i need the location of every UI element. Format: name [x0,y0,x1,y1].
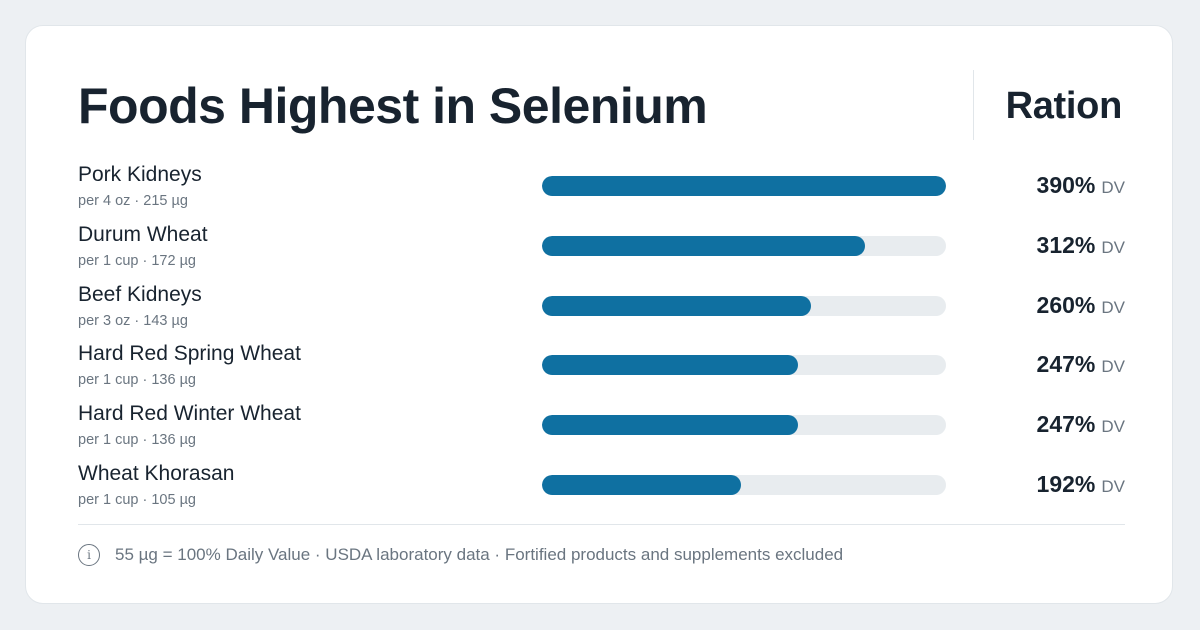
percent-value: 260% [1036,291,1096,318]
card: Foods Highest in Selenium Ration Pork Ki… [25,25,1173,604]
percent-value: 390% [1036,172,1096,198]
chart-title: Foods Highest in Selenium [78,78,708,134]
serving-label: per 1 cup · 136 µg [78,432,196,449]
serving-label: per 1 cup · 172 µg [78,252,196,269]
value-label: 247% DV [1037,409,1125,443]
bar-track [542,355,946,376]
bar-row: Pork Kidneys per 4 oz · 215 µg 390% DV [78,162,1125,222]
bar-track [542,235,946,256]
bar [542,295,812,316]
serving-label: per 4 oz · 215 µg [78,193,188,209]
info-icon: i [78,544,100,566]
percent-unit: DV [1101,237,1125,257]
value-label: 247% DV [1037,349,1125,383]
bar [542,415,798,436]
food-name-label: Hard Red Spring Wheat [78,342,301,366]
brand-logo: Ration [1005,85,1123,127]
percent-unit: DV [1101,297,1125,317]
food-name-label: Beef Kidneys [78,282,202,306]
bar-row: Wheat Khorasan per 1 cup · 105 µg 192% DV [78,461,1125,521]
value-label: 192% DV [1037,469,1125,503]
value-label: 260% DV [1037,290,1125,324]
brand-divider [973,70,974,140]
footer-note: i 55 µg = 100% Daily Value · USDA labora… [78,544,843,566]
footer-text: 55 µg = 100% Daily Value · USDA laborato… [115,545,844,564]
bar [542,355,798,376]
bar-track [542,415,946,436]
food-name-label: Pork Kidneys [78,163,202,186]
bar-row: Hard Red Spring Wheat per 1 cup · 136 µg 2… [78,341,1125,401]
bar-row: Durum Wheat per 1 cup · 172 µg 312% DV [78,222,1125,282]
serving-label: per 1 cup · 105 µg [78,491,196,508]
bar [542,235,866,256]
serving-label: per 1 cup · 136 µg [78,372,196,389]
value-label: 312% DV [1037,230,1125,264]
bar-track [542,176,946,196]
bar [542,176,946,196]
percent-unit: DV [1101,357,1125,377]
bar-track [542,474,946,495]
percent-value: 247% [1036,351,1096,378]
bar-row: Beef Kidneys per 3 oz · 143 µg 260% DV [78,282,1125,342]
food-name-label: Hard Red Winter Wheat [78,402,301,426]
percent-unit: DV [1101,417,1125,437]
value-label: 390% DV [1037,170,1125,204]
percent-unit: DV [1101,476,1125,496]
food-name-label: Durum Wheat [78,222,208,246]
bar-track [542,295,946,316]
food-name-label: Wheat Khorasan [78,461,235,485]
percent-value: 247% [1036,411,1096,438]
percent-value: 312% [1036,231,1096,258]
percent-unit: DV [1101,178,1125,197]
bar-row: Hard Red Winter Wheat per 1 cup · 136 µg 2… [78,401,1125,461]
percent-value: 192% [1036,470,1096,497]
footer-divider [78,524,1125,525]
bar-list: Pork Kidneys per 4 oz · 215 µg 390% DV Durum… [78,162,1125,521]
bar [542,474,741,495]
serving-label: per 3 oz · 143 µg [78,312,188,329]
